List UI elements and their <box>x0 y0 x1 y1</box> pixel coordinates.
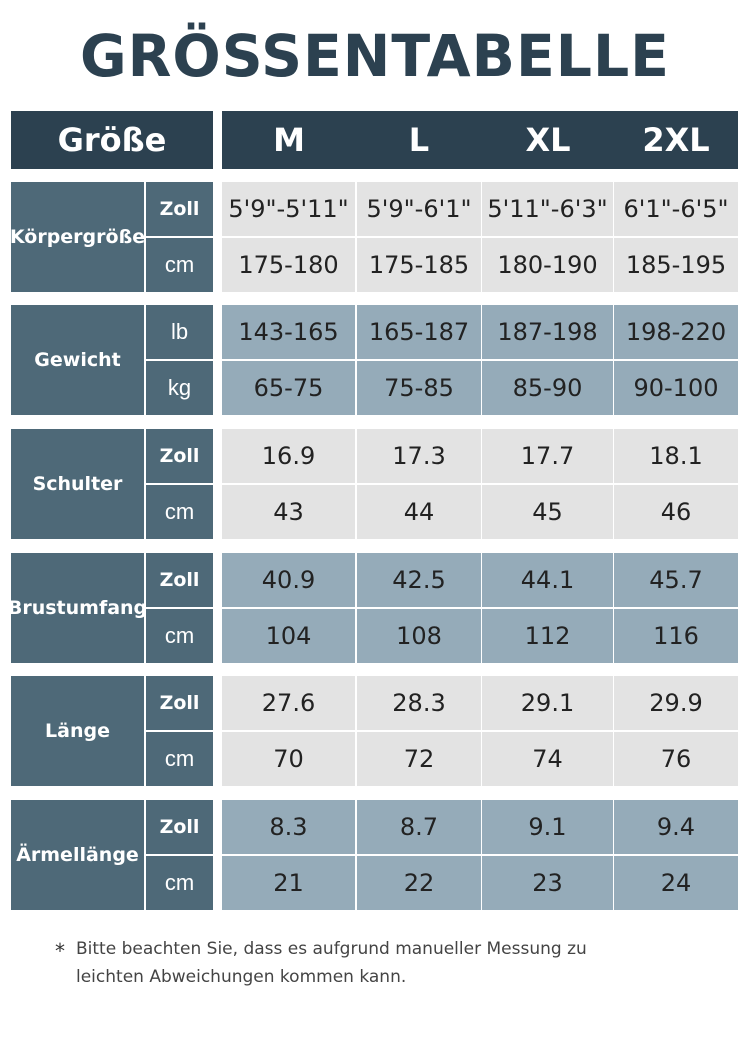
table-cell: 143-165 <box>222 305 355 359</box>
table-cell: 70 <box>222 732 355 786</box>
table-cell: 9.1 <box>482 800 613 854</box>
table-cell: 104 <box>222 609 355 663</box>
table-cell: 175-180 <box>222 238 355 292</box>
table-cell: 187-198 <box>482 305 613 359</box>
category-label: Ärmellänge <box>11 800 144 910</box>
table-cell: 76 <box>614 732 738 786</box>
table-cell: 40.9 <box>222 553 355 607</box>
category-label: Schulter <box>11 429 144 539</box>
table-group: Gewicht lb 143-165 165-187 187-198 198-220 kg 6… <box>11 305 738 415</box>
table-cell: 165-187 <box>357 305 481 359</box>
page-title: GRÖSSENTABELLE <box>80 22 670 90</box>
table-cell: 5'9"-5'11" <box>222 182 355 236</box>
table-cell: 108 <box>357 609 481 663</box>
table-cell: 16.9 <box>222 429 355 483</box>
table-cell: 42.5 <box>357 553 481 607</box>
table-cell: 180-190 <box>482 238 613 292</box>
table-cell: 85-90 <box>482 361 613 415</box>
table-cell: 18.1 <box>614 429 738 483</box>
category-label: Körpergröße <box>10 182 145 292</box>
table-cell: 45.7 <box>614 553 738 607</box>
table-cell: 75-85 <box>357 361 481 415</box>
unit-label: Zoll <box>146 429 213 483</box>
table-cell: 21 <box>222 856 355 910</box>
header-col-l: L <box>356 111 482 169</box>
table-cell: 23 <box>482 856 613 910</box>
table-cell: 74 <box>482 732 613 786</box>
table-cell: 17.7 <box>482 429 613 483</box>
table-cell: 17.3 <box>357 429 481 483</box>
unit-label: cm <box>146 485 213 539</box>
table-cell: 9.4 <box>614 800 738 854</box>
table-cell: 22 <box>357 856 481 910</box>
unit-label: cm <box>146 732 213 786</box>
unit-label: kg <box>146 361 213 415</box>
table-cell: 5'11"-6'3" <box>482 182 613 236</box>
unit-label: cm <box>146 856 213 910</box>
table-cell: 43 <box>222 485 355 539</box>
table-cell: 198-220 <box>614 305 738 359</box>
table-group: Körpergröße Zoll 5'9"-5'11" 5'9"-6'1" 5'11"-… <box>10 182 738 292</box>
table-cell: 112 <box>482 609 613 663</box>
table-cell: 8.7 <box>357 800 481 854</box>
table-group: Ärmellänge Zoll 8.3 8.7 9.1 9.4 cm 21 22 23 24 <box>11 800 738 910</box>
unit-label: Zoll <box>146 182 213 236</box>
unit-label: lb <box>146 305 213 359</box>
unit-label: Zoll <box>146 553 213 607</box>
table-cell: 5'9"-6'1" <box>357 182 481 236</box>
unit-label: cm <box>146 609 213 663</box>
header-col-2xl: 2XL <box>614 111 738 169</box>
measurement-note: * Bitte beachten Sie, dass es aufgrund m… <box>55 935 655 991</box>
table-cell: 44 <box>357 485 481 539</box>
header-col-m: M <box>222 111 356 169</box>
category-label: Brustumfang <box>8 553 147 663</box>
table-cell: 72 <box>357 732 481 786</box>
unit-label: Zoll <box>146 676 213 730</box>
header-size-label: Größe <box>11 111 213 169</box>
table-cell: 175-185 <box>357 238 481 292</box>
table-cell: 116 <box>614 609 738 663</box>
table-cell: 27.6 <box>222 676 355 730</box>
table-cell: 29.1 <box>482 676 613 730</box>
table-cell: 29.9 <box>614 676 738 730</box>
note-text: Bitte beachten Sie, dass es aufgrund man… <box>76 939 587 987</box>
table-cell: 45 <box>482 485 613 539</box>
table-cell: 185-195 <box>614 238 738 292</box>
header-col-xl: XL <box>482 111 614 169</box>
table-cell: 44.1 <box>482 553 613 607</box>
table-group: Schulter Zoll 16.9 17.3 17.7 18.1 cm 43 44 45 46 <box>11 429 738 539</box>
table-cell: 46 <box>614 485 738 539</box>
table-cell: 90-100 <box>614 361 738 415</box>
table-cell: 65-75 <box>222 361 355 415</box>
table-cell: 8.3 <box>222 800 355 854</box>
unit-label: Zoll <box>146 800 213 854</box>
table-cell: 6'1"-6'5" <box>614 182 738 236</box>
table-cell: 28.3 <box>357 676 481 730</box>
category-label: Länge <box>11 676 144 786</box>
unit-label: cm <box>146 238 213 292</box>
category-label: Gewicht <box>11 305 144 415</box>
table-cell: 24 <box>614 856 738 910</box>
table-group: Brustumfang Zoll 40.9 42.5 44.1 45.7 cm 104 108 1… <box>8 553 738 663</box>
asterisk-icon: * <box>55 939 65 963</box>
table-group: Länge Zoll 27.6 28.3 29.1 29.9 cm 70 72 74 76 <box>11 676 738 786</box>
